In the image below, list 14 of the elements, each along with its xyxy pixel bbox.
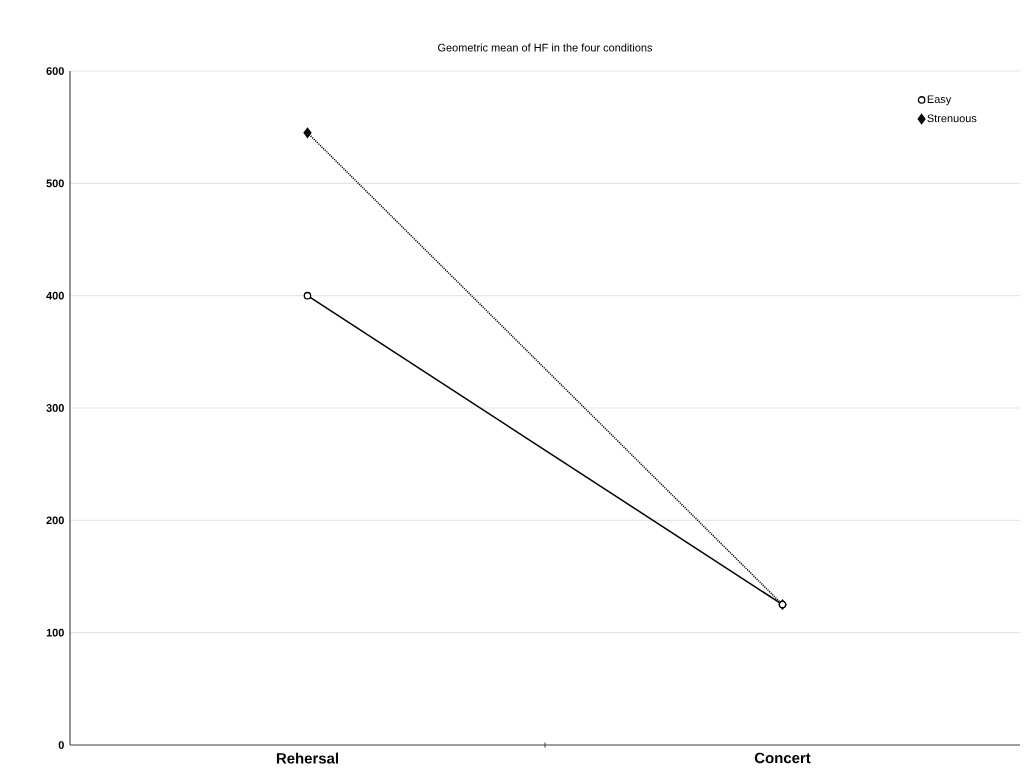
legend-label: Easy (927, 95, 952, 106)
x-tick-label: Concert (754, 752, 811, 764)
y-tick-label: 300 (46, 404, 64, 412)
y-tick-label: 100 (46, 628, 64, 637)
y-tick-label: 0 (58, 741, 64, 749)
y-tick-label: 500 (46, 179, 64, 188)
chart-title: Geometric mean of HF in the four conditions (438, 43, 653, 52)
legend-label: Strenuous (927, 114, 977, 123)
y-tick-label: 400 (46, 291, 64, 300)
point (303, 291, 312, 300)
y-tick-label: 200 (46, 516, 64, 525)
point (303, 127, 312, 138)
y-tick-label: 600 (46, 67, 64, 75)
x-tick-label: Rehersal (276, 752, 338, 764)
